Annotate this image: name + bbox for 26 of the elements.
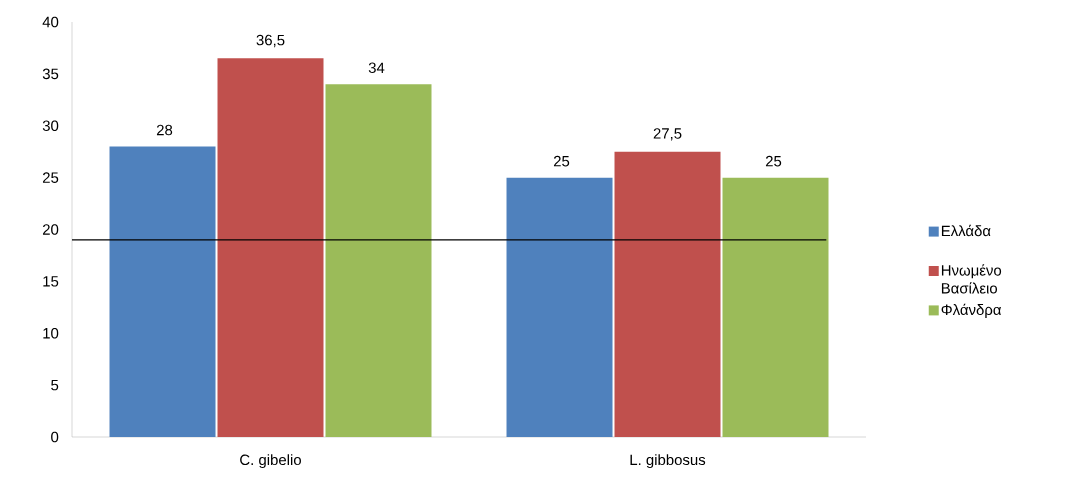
y-tick-label: 35: [42, 68, 59, 80]
bar: [217, 58, 324, 437]
bar: [109, 146, 216, 437]
bar: [722, 177, 829, 437]
data-label: 36,5: [256, 34, 285, 48]
y-tick-label: 40: [42, 16, 59, 28]
y-tick-label: 5: [51, 379, 59, 391]
data-label: 28: [156, 124, 173, 136]
y-tick-label: 20: [42, 224, 59, 235]
y-tick-label: 30: [42, 120, 59, 132]
y-tick-label: 25: [42, 172, 59, 183]
bar: [506, 177, 613, 437]
data-label: 34: [368, 62, 385, 74]
bar: [614, 151, 721, 437]
bar: [325, 84, 432, 437]
data-label: 25: [765, 155, 782, 167]
legend-label: Φλάνδρα: [941, 303, 1002, 319]
data-label: 27,5: [653, 128, 682, 141]
x-tick-label: L. gibbosus: [630, 454, 706, 469]
data-label: 25: [553, 155, 570, 167]
legend-label: Ελλάδα: [941, 224, 991, 237]
y-tick-label: 15: [43, 276, 59, 287]
legend-label: Ηνωμένο Βασίλειο: [941, 264, 1002, 294]
y-tick-label: 10: [43, 327, 59, 339]
y-tick-label: 0: [51, 431, 59, 443]
x-tick-label: C. gibelio: [240, 454, 301, 469]
